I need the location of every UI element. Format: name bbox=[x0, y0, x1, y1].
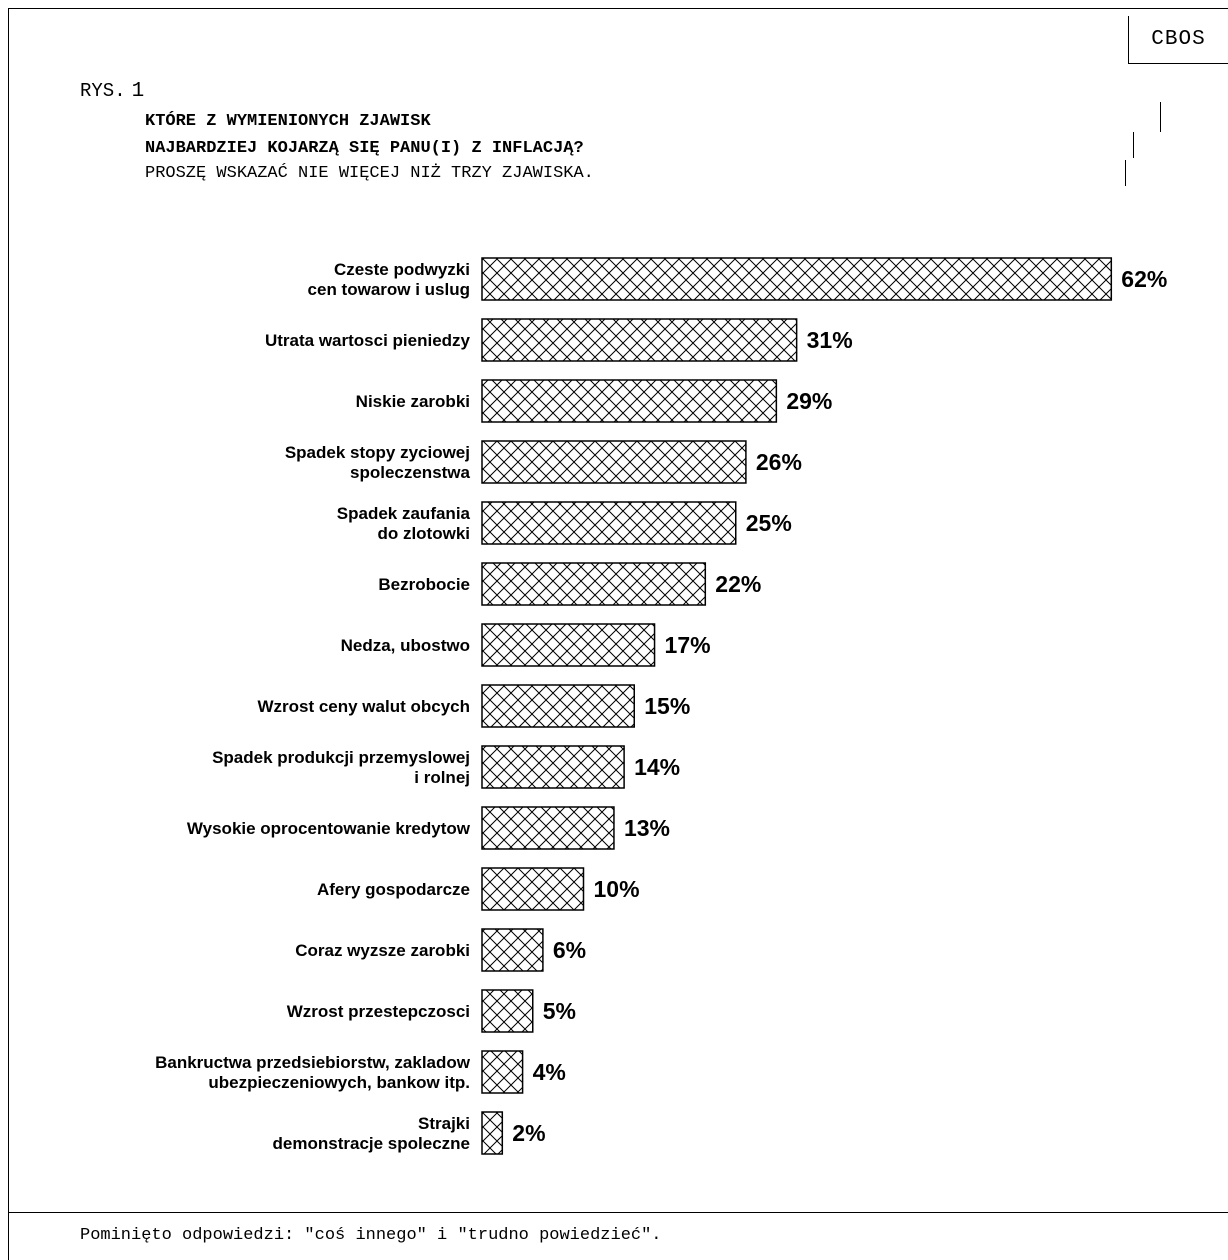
category-label: Spadek stopy zyciowej bbox=[285, 443, 470, 462]
figure-label-text: RYS. bbox=[80, 80, 126, 102]
category-label: Wysokie oprocentowanie kredytow bbox=[187, 819, 471, 838]
value-label: 22% bbox=[715, 571, 761, 597]
bar bbox=[481, 623, 656, 667]
bar bbox=[481, 989, 534, 1033]
bar bbox=[481, 684, 635, 728]
bar bbox=[481, 1050, 524, 1094]
figure-frame bbox=[8, 8, 1228, 1260]
category-label: Wzrost ceny walut obcych bbox=[257, 697, 470, 716]
footer-divider bbox=[8, 1212, 1228, 1213]
margin-mark bbox=[1125, 160, 1126, 186]
value-label: 6% bbox=[553, 937, 586, 963]
category-label: Spadek produkcji przemyslowej bbox=[212, 748, 470, 767]
value-label: 14% bbox=[634, 754, 680, 780]
question-line-2: NAJBARDZIEJ KOJARZĄ SIĘ PANU(I) Z INFLAC… bbox=[145, 139, 584, 158]
category-label: Niskie zarobki bbox=[356, 392, 470, 411]
bar bbox=[481, 1111, 504, 1155]
value-label: 62% bbox=[1121, 266, 1167, 292]
value-label: 15% bbox=[644, 693, 690, 719]
category-label: Czeste podwyzki bbox=[334, 260, 470, 279]
bar bbox=[481, 562, 707, 606]
margin-mark bbox=[1160, 102, 1161, 132]
value-label: 4% bbox=[533, 1059, 566, 1085]
category-label: ubezpieczeniowych, bankow itp. bbox=[208, 1073, 470, 1092]
value-label: 5% bbox=[543, 998, 576, 1024]
bar bbox=[481, 318, 798, 362]
category-label: Bezrobocie bbox=[378, 575, 470, 594]
category-label: Utrata wartosci pieniedzy bbox=[265, 331, 471, 350]
bar bbox=[481, 806, 615, 850]
category-label: spoleczenstwa bbox=[350, 463, 471, 482]
value-label: 31% bbox=[807, 327, 853, 353]
bar bbox=[481, 379, 778, 423]
bar bbox=[481, 501, 737, 545]
value-label: 25% bbox=[746, 510, 792, 536]
category-label: Bankructwa przedsiebiorstw, zakladow bbox=[155, 1053, 471, 1072]
category-label: Spadek zaufania bbox=[337, 504, 471, 523]
bar bbox=[481, 440, 747, 484]
bar bbox=[481, 257, 1113, 301]
value-label: 13% bbox=[624, 815, 670, 841]
value-label: 26% bbox=[756, 449, 802, 475]
category-label: Coraz wyzsze zarobki bbox=[295, 941, 470, 960]
value-label: 17% bbox=[665, 632, 711, 658]
category-label: cen towarow i uslug bbox=[308, 280, 470, 299]
bar bbox=[481, 928, 544, 972]
category-label: i rolnej bbox=[414, 768, 470, 787]
value-label: 10% bbox=[594, 876, 640, 902]
value-label: 2% bbox=[512, 1120, 545, 1146]
margin-mark bbox=[1133, 132, 1134, 158]
question-line-1: KTÓRE Z WYMIENIONYCH ZJAWISK bbox=[145, 112, 431, 131]
category-label: Strajki bbox=[418, 1114, 470, 1133]
category-label: Nedza, ubostwo bbox=[341, 636, 470, 655]
category-label: demonstracje spoleczne bbox=[273, 1134, 470, 1153]
bar bbox=[481, 867, 585, 911]
value-label: 29% bbox=[786, 388, 832, 414]
bar bbox=[481, 745, 625, 789]
footer-note: Pominięto odpowiedzi: "coś innego" i "tr… bbox=[80, 1226, 662, 1245]
category-label: Wzrost przestepczosci bbox=[287, 1002, 470, 1021]
instruction-text: PROSZĘ WSKAZAĆ NIE WIĘCEJ NIŻ TRZY ZJAWI… bbox=[145, 164, 594, 183]
figure-label: RYS. 1 bbox=[80, 80, 144, 103]
category-label: do zlotowki bbox=[377, 524, 470, 543]
source-badge: CBOS bbox=[1128, 16, 1228, 64]
figure-number: 1 bbox=[131, 80, 145, 103]
category-label: Afery gospodarcze bbox=[317, 880, 470, 899]
